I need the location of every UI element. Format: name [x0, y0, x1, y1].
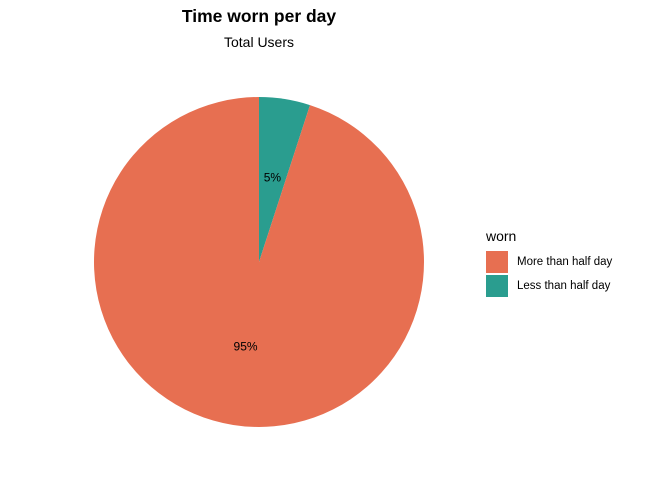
- chart-subtitle: Total Users: [223, 34, 295, 50]
- pie-slice-more-than-half-day: [93, 97, 425, 427]
- legend-swatch-more-than-half-day: [486, 251, 508, 273]
- legend-item-less-than-half-day: Less than half day: [486, 274, 612, 298]
- legend-swatch-less-than-half-day: [486, 275, 508, 297]
- legend-title: worn: [486, 228, 517, 244]
- pie-slice-less-than-half-day: [259, 97, 310, 262]
- legend-item-more-than-half-day: More than half day: [486, 250, 612, 274]
- legend-label: Less than half day: [517, 280, 611, 292]
- pie-data-label: 5%: [264, 170, 282, 184]
- legend-label: More than half day: [517, 256, 613, 268]
- legend: worn More than half day Less than half d…: [486, 228, 612, 298]
- pie-data-label: 95%: [234, 340, 258, 354]
- chart-title: Time worn per day: [181, 6, 337, 26]
